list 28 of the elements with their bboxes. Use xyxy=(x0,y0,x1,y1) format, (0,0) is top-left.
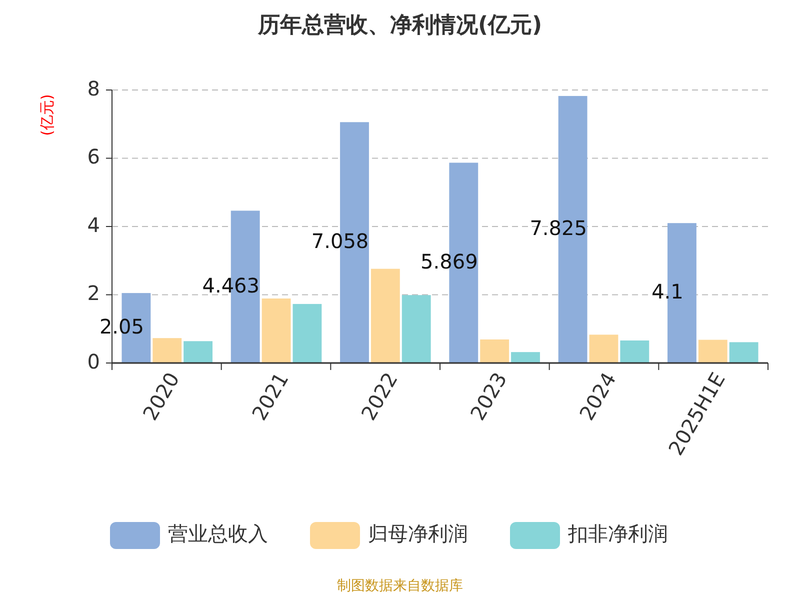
bar xyxy=(589,334,618,363)
y-axis-title: (亿元) xyxy=(38,94,56,136)
bar xyxy=(184,341,213,363)
bar xyxy=(262,298,291,363)
bar xyxy=(480,339,510,363)
legend-label: 营业总收入 xyxy=(168,521,268,546)
legend-label: 扣非净利润 xyxy=(567,521,668,546)
y-tick-label: 2 xyxy=(87,281,100,306)
y-tick-label: 0 xyxy=(87,349,100,374)
bar xyxy=(620,340,650,363)
y-tick-label: 6 xyxy=(87,144,100,169)
bar xyxy=(152,338,182,363)
legend-label: 归母净利润 xyxy=(368,521,468,546)
data-label: 5.869 xyxy=(420,249,478,274)
data-label: 7.825 xyxy=(530,216,587,240)
bar xyxy=(698,340,728,363)
bar xyxy=(729,342,758,363)
text: 制图数据来自数据库 xyxy=(337,578,463,594)
y-tick-label: 4 xyxy=(87,212,100,237)
bar xyxy=(511,352,540,363)
y-tick-label: 8 xyxy=(87,76,100,100)
bar xyxy=(402,295,431,363)
data-label: 7.058 xyxy=(311,229,369,254)
chart-title: 历年总营收、净利情况(亿元) xyxy=(256,13,542,38)
bar xyxy=(370,268,400,363)
data-label: 4.463 xyxy=(202,273,260,298)
bar xyxy=(292,304,322,363)
data-label: 4.1 xyxy=(652,280,684,304)
